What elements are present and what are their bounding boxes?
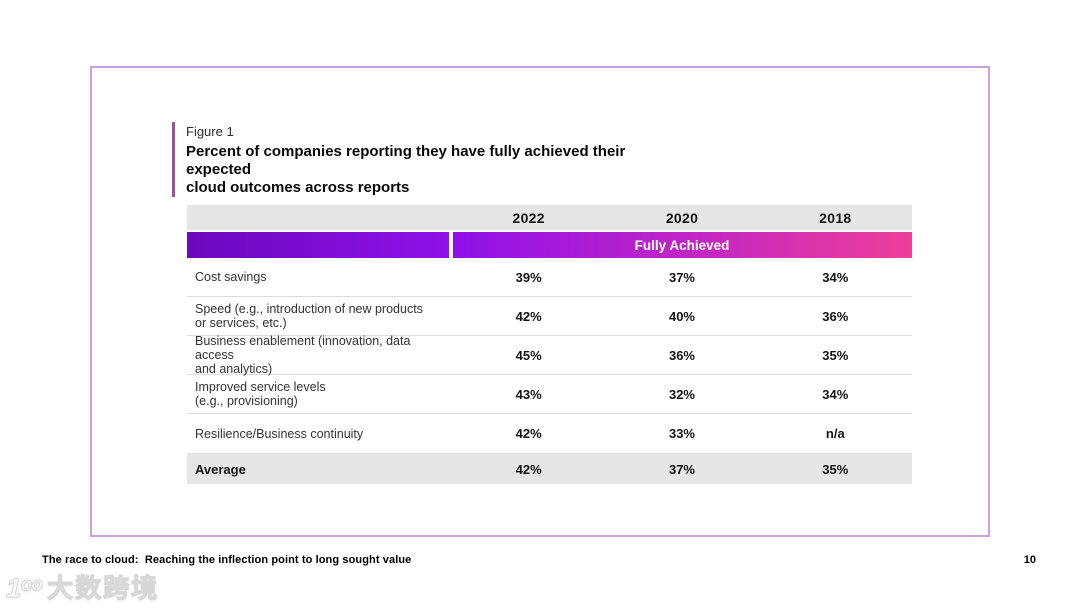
- average-value: 42%: [515, 461, 542, 477]
- table-row: Business enablement (innovation, data ac…: [187, 334, 912, 376]
- row-label: Resilience/Business continuity: [195, 426, 364, 441]
- cell-value: 40%: [668, 308, 695, 324]
- cell-value: 36%: [822, 308, 849, 324]
- cell-value: 34%: [822, 269, 849, 285]
- banner-divider: [449, 232, 453, 258]
- cell-value: 42%: [515, 308, 542, 324]
- watermark-text: 大数跨境: [47, 573, 160, 604]
- figure-card: Figure 1 Percent of companies reporting …: [90, 66, 990, 537]
- cell-value: 42%: [515, 426, 542, 441]
- figure-label: Figure 1: [186, 124, 234, 139]
- watermark: 1ᵒᵒ 大数跨境: [5, 568, 160, 605]
- column-header-2022: 2022: [512, 209, 545, 226]
- table-row: Speed (e.g., introduction of new product…: [187, 297, 912, 336]
- table-row: Resilience/Business continuity 42% 33% n…: [187, 414, 912, 454]
- cell-value: n/a: [825, 426, 845, 441]
- row-label: Speed (e.g., introduction of new product…: [195, 302, 423, 330]
- figure-title: Percent of companies reporting they have…: [186, 143, 626, 196]
- watermark-logo-icon: 1ᵒᵒ: [5, 573, 42, 604]
- cell-value: 32%: [668, 386, 695, 402]
- column-header-2020: 2020: [665, 209, 699, 226]
- row-label: Improved service levels (e.g., provision…: [195, 380, 326, 408]
- average-value: 35%: [822, 461, 849, 477]
- row-label: Business enablement (innovation, data ac…: [195, 334, 411, 376]
- table-row: Improved service levels (e.g., provision…: [187, 375, 912, 414]
- footer-report-title: The race to cloud: Reaching the inflecti…: [42, 554, 412, 566]
- cell-value: 43%: [515, 386, 542, 402]
- figure-title-block: Figure 1 Percent of companies reporting …: [186, 122, 666, 197]
- outcomes-table: 2022 2020 2018 Fully Achieved Cost savin…: [187, 205, 912, 484]
- cell-value: 33%: [668, 426, 695, 441]
- banner-label: Fully Achieved: [634, 237, 730, 253]
- cell-value: 35%: [822, 347, 849, 363]
- figure-header: Figure 1 Percent of companies reporting …: [172, 122, 666, 197]
- row-label: Cost savings: [195, 270, 267, 284]
- average-label: Average: [195, 461, 246, 477]
- cell-value: 34%: [822, 386, 849, 402]
- page-number: 10: [1023, 554, 1036, 566]
- column-header-2018: 2018: [819, 209, 852, 226]
- cell-value: 37%: [668, 269, 695, 285]
- fully-achieved-banner: Fully Achieved: [187, 232, 912, 258]
- cell-value: 45%: [515, 347, 542, 363]
- accent-bar: [172, 122, 175, 197]
- cell-value: 36%: [668, 347, 695, 363]
- cell-value: 39%: [515, 269, 542, 285]
- table-header-row: 2022 2020 2018: [187, 205, 912, 230]
- average-row: Average 42% 37% 35%: [187, 454, 912, 484]
- table-row: Cost savings 39% 37% 34%: [187, 258, 912, 297]
- average-value: 37%: [668, 461, 695, 477]
